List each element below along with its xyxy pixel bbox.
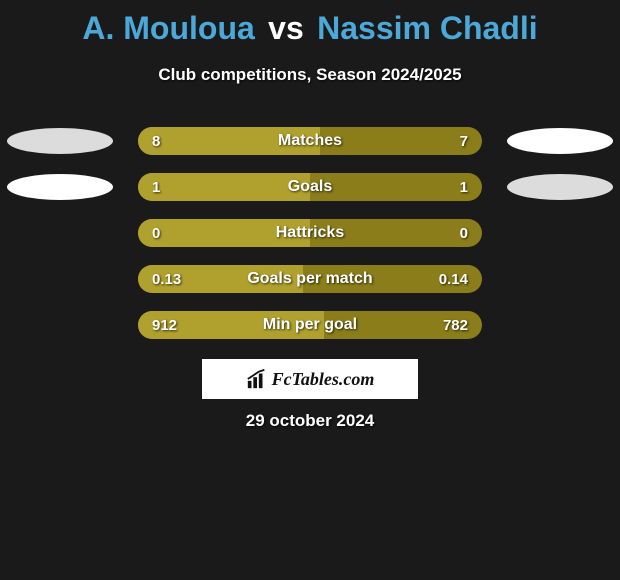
stat-row: 0Hattricks0	[0, 217, 620, 249]
stat-value-right: 0.14	[439, 265, 468, 293]
subtitle: Club competitions, Season 2024/2025	[0, 65, 620, 85]
title-vs: vs	[268, 10, 304, 46]
stat-label: Goals per match	[138, 265, 482, 293]
stat-bar: 0.13Goals per match0.14	[138, 265, 482, 293]
stat-bar: 8Matches7	[138, 127, 482, 155]
footer-date: 29 october 2024	[0, 411, 620, 431]
stat-bar: 1Goals1	[138, 173, 482, 201]
player1-name: A. Mouloua	[82, 10, 254, 46]
stat-label: Goals	[138, 173, 482, 201]
stats-container: 8Matches7 1Goals1 0Hattricks0 0.13Goals per…	[0, 125, 620, 341]
club-badge-right	[507, 128, 613, 154]
comparison-infographic: A. Mouloua vs Nassim Chadli Club competi…	[0, 0, 620, 431]
stat-bar: 912Min per goal782	[138, 311, 482, 339]
footer-logo: FcTables.com	[202, 359, 418, 399]
stat-bar: 0Hattricks0	[138, 219, 482, 247]
stat-value-right: 0	[460, 219, 468, 247]
club-badge-left	[7, 174, 113, 200]
title-row: A. Mouloua vs Nassim Chadli	[0, 10, 620, 47]
stat-row: 0.13Goals per match0.14	[0, 263, 620, 295]
stat-row: 8Matches7	[0, 125, 620, 157]
stat-row: 912Min per goal782	[0, 309, 620, 341]
club-badge-left	[7, 128, 113, 154]
player2-name: Nassim Chadli	[317, 10, 538, 46]
club-badge-right	[507, 174, 613, 200]
logo-text: FcTables.com	[272, 369, 375, 390]
stat-label: Hattricks	[138, 219, 482, 247]
stat-value-right: 1	[460, 173, 468, 201]
stat-value-right: 7	[460, 127, 468, 155]
stat-value-right: 782	[443, 311, 468, 339]
stat-label: Matches	[138, 127, 482, 155]
stat-label: Min per goal	[138, 311, 482, 339]
stat-row: 1Goals1	[0, 171, 620, 203]
chart-icon	[246, 368, 268, 390]
